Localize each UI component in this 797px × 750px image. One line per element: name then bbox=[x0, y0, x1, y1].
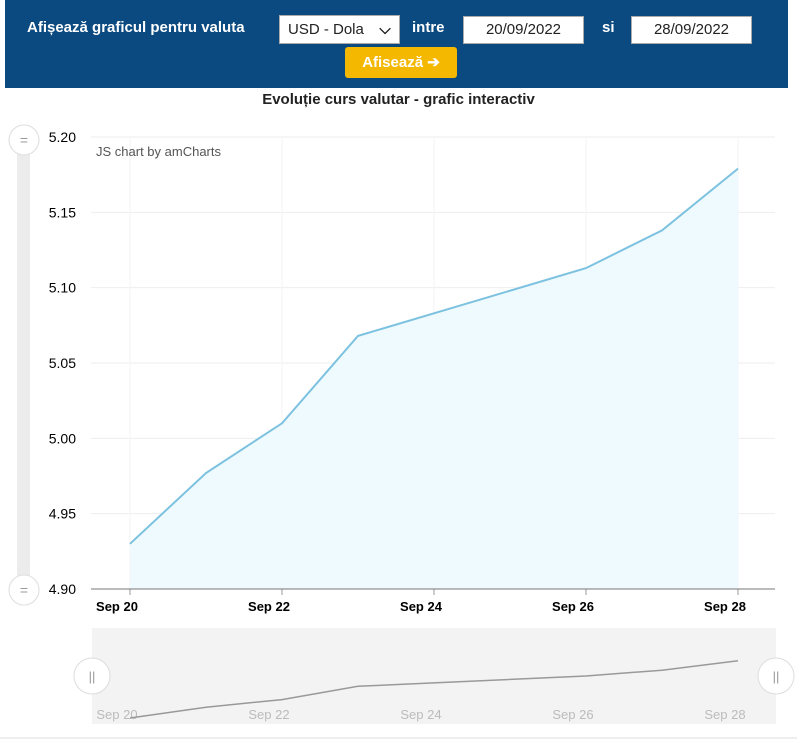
chevron-down-icon: ⌵ bbox=[376, 20, 394, 40]
y-tick-label: 4.95 bbox=[49, 506, 76, 522]
horizontal-scrollbar-preview[interactable] bbox=[92, 628, 776, 724]
grip-icon: = bbox=[20, 582, 28, 598]
series-line bbox=[129, 167, 739, 545]
x-tick-label: Sep 24 bbox=[400, 599, 443, 614]
and-label: si bbox=[602, 19, 615, 36]
data-points bbox=[129, 168, 739, 544]
x-axis: Sep 20 Sep 22 Sep 24 Sep 26 Sep 28 bbox=[96, 589, 746, 614]
header-bar: Afișează graficul pentru valuta USD - Do… bbox=[5, 0, 788, 88]
x-tick-label: Sep 28 bbox=[704, 599, 746, 614]
grip-icon: || bbox=[773, 669, 780, 684]
y-tick-label: 5.15 bbox=[49, 204, 76, 220]
y-tick-label: 5.05 bbox=[49, 355, 76, 371]
currency-prompt-label: Afișează graficul pentru valuta bbox=[27, 19, 245, 36]
preview-x-tick-label: Sep 22 bbox=[248, 707, 289, 722]
preview-x-tick-label: Sep 26 bbox=[552, 707, 593, 722]
exchange-rate-chart: = = 5.205.155.105.055.004.954.90 Sep 20 S… bbox=[0, 124, 797, 739]
series-area bbox=[130, 168, 738, 589]
y-tick-label: 4.90 bbox=[49, 581, 76, 597]
preview-x-tick-label: Sep 24 bbox=[400, 707, 441, 722]
date-from-input[interactable]: 20/09/2022 bbox=[463, 16, 584, 44]
x-tick-label: Sep 26 bbox=[552, 599, 594, 614]
y-tick-label: 5.10 bbox=[49, 280, 76, 296]
y-tick-label: 5.20 bbox=[49, 129, 76, 145]
vertical-scrollbar-start-grip[interactable] bbox=[8, 124, 40, 156]
date-to-input[interactable]: 28/09/2022 bbox=[631, 16, 752, 44]
preview-series-line bbox=[129, 660, 739, 719]
grip-icon: = bbox=[20, 132, 28, 148]
vertical-scrollbar-end-grip[interactable] bbox=[8, 574, 40, 606]
preview-end-grip[interactable] bbox=[757, 657, 795, 695]
preview-x-axis: Sep 20 Sep 22 Sep 24 Sep 26 Sep 28 bbox=[96, 707, 745, 722]
y-axis: 5.20 5.15 5.10 5.05 5.00 4.95 4.90 bbox=[49, 129, 76, 597]
vertical-scrollbar-track[interactable] bbox=[17, 140, 30, 589]
preview-x-tick-label: Sep 28 bbox=[704, 707, 745, 722]
chart-title: Evoluție curs valutar - grafic interacti… bbox=[262, 91, 535, 108]
x-tick-label: Sep 22 bbox=[248, 599, 290, 614]
between-label: intre bbox=[412, 19, 445, 36]
x-tick-label: Sep 20 bbox=[96, 599, 138, 614]
preview-start-grip[interactable] bbox=[73, 657, 111, 695]
currency-select[interactable]: USD - Dola ⌵ bbox=[279, 15, 400, 44]
preview-x-tick-label: Sep 20 bbox=[96, 707, 137, 722]
grip-icon: || bbox=[89, 669, 96, 684]
show-chart-button[interactable]: Afisează ➔ bbox=[345, 47, 457, 78]
y-tick-label: 5.00 bbox=[49, 430, 76, 446]
amcharts-credit[interactable]: JS chart by amCharts bbox=[96, 144, 221, 159]
currency-select-value: USD - Dola bbox=[288, 21, 364, 38]
